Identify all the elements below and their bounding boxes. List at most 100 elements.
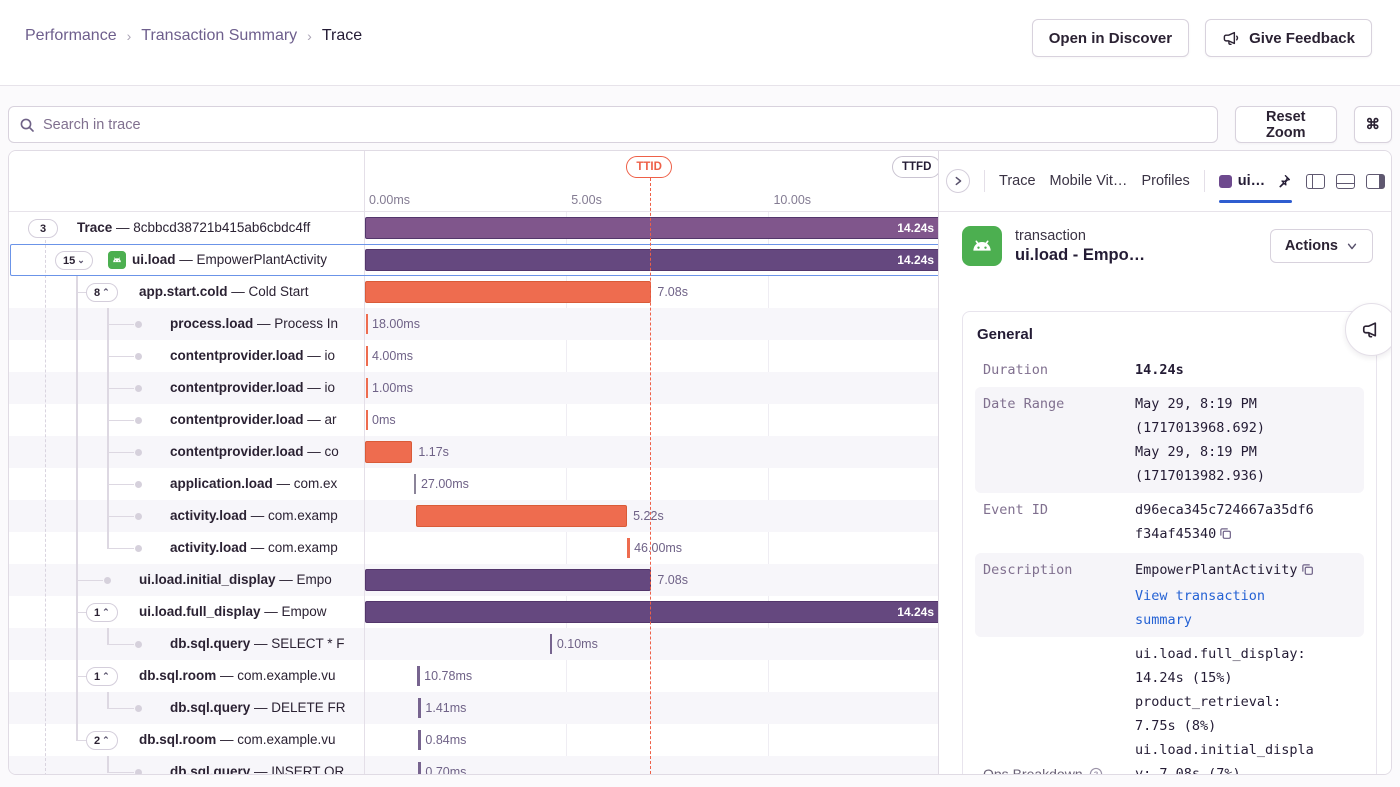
- timeline-header: 0.00ms 5.00s 10.00s TTID TTFD: [9, 151, 942, 212]
- copy-icon[interactable]: [1301, 560, 1314, 584]
- span-tick[interactable]: [365, 314, 368, 334]
- span-bar[interactable]: 14.24s: [365, 601, 941, 623]
- tree-expand-badge[interactable]: 8 ⌃: [86, 283, 118, 302]
- chevron-up-icon: ⌃: [102, 287, 110, 297]
- span-bar[interactable]: [415, 505, 628, 527]
- page-header: Performance › Transaction Summary › Trac…: [0, 0, 1400, 86]
- tab-profiles[interactable]: Profiles: [1141, 173, 1190, 189]
- transaction-type-label: transaction: [1015, 227, 1086, 244]
- span-bar[interactable]: [365, 281, 652, 303]
- tree-connector: [76, 675, 90, 677]
- span-tick[interactable]: [365, 378, 368, 398]
- span-bar[interactable]: 14.24s: [365, 217, 941, 239]
- span-leaf-dot: [134, 641, 142, 648]
- span-duration-label: 27.00ms: [420, 477, 469, 491]
- span-row-label: ui.load — EmpowerPlantActivity: [132, 252, 328, 267]
- tree-expand-badge[interactable]: 2 ⌃: [86, 731, 118, 750]
- trace-row[interactable]: contentprovider.load — ar 0ms: [9, 404, 940, 436]
- search-input[interactable]: [43, 116, 1207, 133]
- span-bar[interactable]: 14.24s: [365, 249, 941, 271]
- timeline-cell: 46.00ms: [364, 532, 940, 564]
- timeline-cell: 1.17s: [364, 436, 940, 468]
- span-leaf-dot: [103, 577, 111, 584]
- tab-ui[interactable]: ui…: [1218, 151, 1293, 212]
- layout-switcher: [1306, 173, 1386, 189]
- breadcrumb-transaction-summary[interactable]: Transaction Summary: [141, 27, 298, 44]
- layout-sidebar-left-icon[interactable]: [1306, 173, 1326, 189]
- trace-row[interactable]: application.load — com.ex 27.00ms: [9, 468, 940, 500]
- span-tick[interactable]: [627, 538, 630, 558]
- span-duration-label: 4.00ms: [372, 349, 413, 363]
- tree-connector: [76, 611, 90, 613]
- timeline-cell: 14.24s: [364, 596, 941, 628]
- span-tree: 3 Trace — 8cbbcd38721b415ab6cbdc4ff 14.24s…: [9, 212, 941, 774]
- floating-feedback-button[interactable]: [1345, 303, 1391, 356]
- tree-expand-badge[interactable]: 15 ⌄: [55, 251, 93, 270]
- megaphone-icon: [1222, 29, 1241, 48]
- open-in-discover-button[interactable]: Open in Discover: [1031, 19, 1190, 57]
- tree-cell: application.load — com.ex: [9, 468, 364, 500]
- span-tick[interactable]: [365, 410, 368, 430]
- trace-row[interactable]: process.load — Process In 18.00ms: [9, 308, 940, 340]
- span-tick[interactable]: [365, 346, 368, 366]
- shortcut-button[interactable]: ⌘: [1353, 106, 1392, 143]
- give-feedback-button[interactable]: Give Feedback: [1205, 19, 1372, 57]
- reset-zoom-button[interactable]: Reset Zoom: [1235, 106, 1337, 143]
- timeline-cell: 27.00ms: [364, 468, 940, 500]
- pin-icon[interactable]: [1275, 173, 1292, 190]
- tab-mobilevit[interactable]: Mobile Vit…: [1049, 173, 1128, 189]
- span-tick[interactable]: [413, 474, 417, 494]
- detail-field-row: Duration 14.24s: [975, 353, 1364, 387]
- trace-row[interactable]: 8 ⌃ app.start.cold — Cold Start 7.08s: [9, 276, 940, 308]
- help-icon[interactable]: ?: [1089, 767, 1103, 774]
- span-row-label: ui.load.initial_display — Empo: [139, 572, 332, 587]
- span-tick[interactable]: [418, 762, 421, 774]
- span-tick[interactable]: [417, 666, 420, 686]
- copy-icon[interactable]: [1219, 524, 1232, 548]
- trace-row[interactable]: contentprovider.load — io 1.00ms: [9, 372, 940, 404]
- trace-row[interactable]: contentprovider.load — io 4.00ms: [9, 340, 940, 372]
- layout-sidebar-right-icon[interactable]: [1366, 173, 1386, 189]
- tree-expand-badge[interactable]: 3: [28, 219, 58, 238]
- field-key: Event ID: [983, 502, 1049, 518]
- trace-row[interactable]: db.sql.query — INSERT OR 0.70ms: [9, 756, 940, 774]
- span-tick[interactable]: [418, 730, 421, 750]
- span-bar[interactable]: [365, 569, 652, 591]
- trace-row[interactable]: db.sql.query — DELETE FR 1.41ms: [9, 692, 940, 724]
- layout-drawer-bottom-icon[interactable]: [1336, 173, 1356, 189]
- tree-connector: [107, 308, 109, 548]
- trace-row[interactable]: 3 Trace — 8cbbcd38721b415ab6cbdc4ff 14.24s: [9, 212, 941, 244]
- actions-button[interactable]: Actions: [1269, 229, 1373, 263]
- tree-connector: [107, 771, 134, 773]
- breadcrumb-performance[interactable]: Performance: [25, 27, 117, 44]
- tab-trace[interactable]: Trace: [999, 173, 1036, 189]
- collapse-panel-button[interactable]: [946, 169, 970, 193]
- span-duration-label: 14.24s: [897, 605, 934, 619]
- trace-row[interactable]: activity.load — com.examp 5.22s: [9, 500, 940, 532]
- trace-row[interactable]: 1 ⌃ db.sql.room — com.example.vu 10.78ms: [9, 660, 940, 692]
- trace-row[interactable]: 15 ⌄ ui.load — EmpowerPlantActivity 14.24s: [9, 244, 941, 276]
- span-duration-label: 10.78ms: [424, 669, 473, 683]
- trace-row[interactable]: 1 ⌃ ui.load.full_display — Empow 14.24s: [9, 596, 941, 628]
- span-leaf-dot: [134, 545, 142, 552]
- chevron-up-icon: ⌃: [102, 671, 110, 681]
- tree-connector: [107, 643, 134, 645]
- tree-cell: ui.load.initial_display — Empo: [9, 564, 364, 596]
- tree-cell: contentprovider.load — io: [9, 372, 364, 404]
- tree-connector: [76, 739, 90, 741]
- trace-row[interactable]: activity.load — com.examp 46.00ms: [9, 532, 940, 564]
- span-bar[interactable]: [365, 441, 413, 463]
- span-tick[interactable]: [418, 698, 421, 718]
- tree-expand-badge[interactable]: 1 ⌃: [86, 603, 118, 622]
- field-value: EmpowerPlantActivity View transaction summ…: [1135, 558, 1356, 632]
- detail-field-row: Date Range May 29, 8:19 PM (1717013968.692…: [975, 387, 1364, 493]
- view-transaction-summary-link[interactable]: View transaction summary: [1135, 588, 1266, 628]
- trace-row[interactable]: ui.load.initial_display — Empo 7.08s: [9, 564, 940, 596]
- tree-expand-badge[interactable]: 1 ⌃: [86, 667, 118, 686]
- chevron-up-icon: ⌃: [102, 607, 110, 617]
- span-tick[interactable]: [549, 634, 553, 654]
- trace-row[interactable]: 2 ⌃ db.sql.room — com.example.vu 0.84ms: [9, 724, 940, 756]
- trace-row[interactable]: db.sql.query — SELECT * F 0.10ms: [9, 628, 940, 660]
- trace-row[interactable]: contentprovider.load — co 1.17s: [9, 436, 940, 468]
- divider: [1203, 170, 1205, 192]
